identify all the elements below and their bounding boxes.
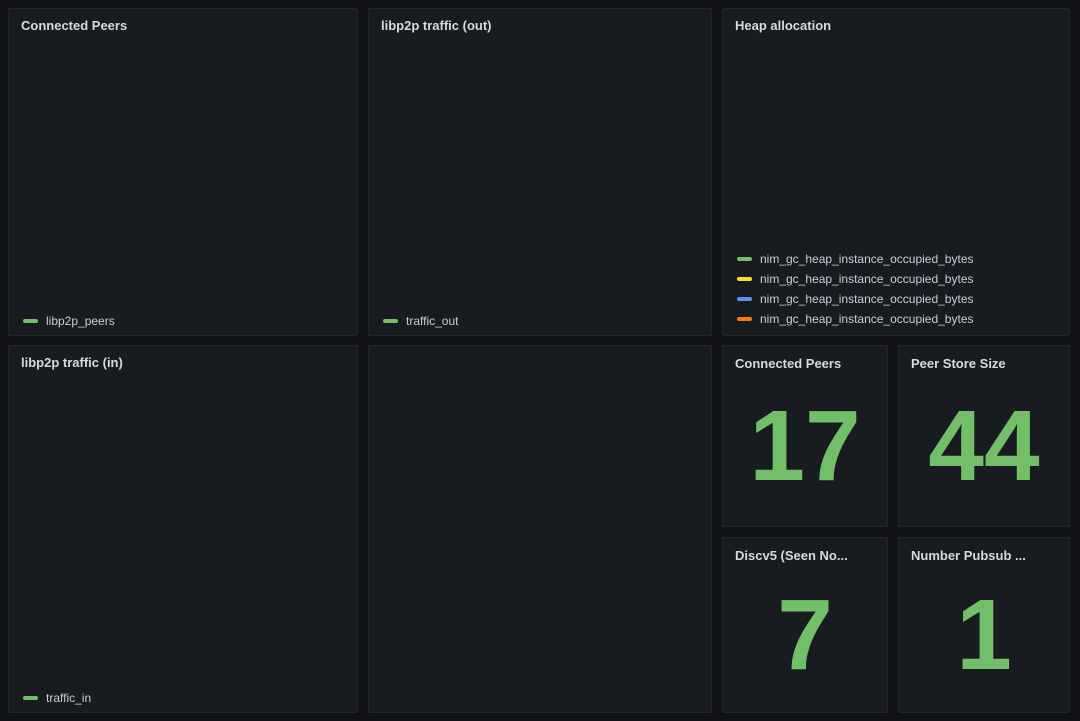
legend-color-dash bbox=[383, 319, 398, 323]
panel-stat-discv5-seen-nodes: Discv5 (Seen No... 7 bbox=[722, 537, 888, 713]
panel-title[interactable]: Connected Peers bbox=[735, 356, 842, 371]
legend-color-dash bbox=[737, 257, 752, 261]
panel-title[interactable] bbox=[369, 346, 711, 357]
legend-item[interactable]: nim_gc_heap_instance_occupied_bytes bbox=[737, 272, 1059, 286]
stat-value-pubsub: 1 bbox=[956, 578, 1012, 691]
panel-title[interactable]: Peer Store Size bbox=[911, 356, 1006, 371]
legend-nim-memory bbox=[369, 704, 711, 712]
stat-value-connected-peers: 17 bbox=[749, 389, 861, 502]
stat-value-discv5: 7 bbox=[777, 578, 833, 691]
panel-stat-connected-peers: Connected Peers 17 bbox=[722, 345, 888, 527]
legend-color-dash bbox=[737, 297, 752, 301]
legend-color-dash bbox=[737, 277, 752, 281]
panel-heap-allocation: Heap allocation nim_gc_heap_instance_occ… bbox=[722, 8, 1070, 336]
panel-title[interactable]: Heap allocation bbox=[735, 18, 832, 33]
panel-title[interactable]: Connected Peers bbox=[21, 18, 128, 33]
legend-item[interactable]: traffic_out bbox=[383, 314, 458, 328]
legend-traffic-in: traffic_in bbox=[9, 690, 357, 712]
panel-title[interactable]: libp2p traffic (in) bbox=[21, 355, 123, 370]
legend-item[interactable]: traffic_in bbox=[23, 691, 91, 705]
legend-label: nim_gc_heap_instance_occupied_bytes bbox=[760, 312, 974, 326]
panel-libp2p-traffic-in: libp2p traffic (in) traffic_in bbox=[8, 345, 358, 713]
legend-item[interactable]: nim_gc_heap_instance_occupied_bytes bbox=[737, 312, 1059, 326]
stat-value-peer-store-size: 44 bbox=[928, 389, 1040, 502]
legend-color-dash bbox=[737, 317, 752, 321]
chart-nim-memory[interactable] bbox=[369, 357, 711, 704]
panel-title[interactable]: Discv5 (Seen No... bbox=[735, 548, 848, 563]
legend-connected-peers: libp2p_peers bbox=[9, 313, 357, 335]
legend-heap-allocation: nim_gc_heap_instance_occupied_bytes nim_g… bbox=[723, 251, 1069, 335]
legend-color-dash bbox=[23, 696, 38, 700]
chart-traffic-out[interactable] bbox=[369, 37, 711, 313]
panel-libp2p-traffic-out: libp2p traffic (out) traffic_out bbox=[368, 8, 712, 336]
legend-label: libp2p_peers bbox=[46, 314, 115, 328]
panel-title[interactable]: libp2p traffic (out) bbox=[381, 18, 492, 33]
legend-item[interactable]: nim_gc_heap_instance_occupied_bytes bbox=[737, 252, 1059, 266]
legend-label: nim_gc_heap_instance_occupied_bytes bbox=[760, 272, 974, 286]
panel-stat-pubsub-topics: Number Pubsub ... 1 bbox=[898, 537, 1070, 713]
panel-title[interactable]: Number Pubsub ... bbox=[911, 548, 1026, 563]
chart-heap-allocation[interactable] bbox=[723, 37, 1069, 251]
legend-color-dash bbox=[23, 319, 38, 323]
legend-label: traffic_out bbox=[406, 314, 459, 328]
panel-stat-peer-store-size: Peer Store Size 44 bbox=[898, 345, 1070, 527]
legend-item[interactable]: nim_gc_heap_instance_occupied_bytes bbox=[737, 292, 1059, 306]
legend-label: nim_gc_heap_instance_occupied_bytes bbox=[760, 252, 974, 266]
chart-connected-peers[interactable] bbox=[9, 37, 357, 313]
panel-connected-peers-graph: Connected Peers libp2p_peers bbox=[8, 8, 358, 336]
chart-traffic-in[interactable] bbox=[9, 374, 357, 690]
panel-nim-memory-usage bbox=[368, 345, 712, 713]
legend-traffic-out: traffic_out bbox=[369, 313, 711, 335]
legend-label: traffic_in bbox=[46, 691, 92, 705]
legend-item[interactable]: libp2p_peers bbox=[23, 314, 115, 328]
legend-label: nim_gc_heap_instance_occupied_bytes bbox=[760, 292, 974, 306]
